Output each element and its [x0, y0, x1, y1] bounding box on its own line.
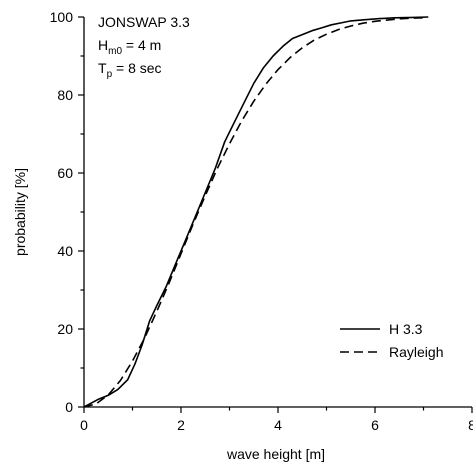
y-axis-label: probability [%] [12, 168, 28, 256]
x-tick-label: 6 [371, 417, 379, 433]
legend: H 3.3 Rayleigh [340, 321, 443, 360]
y-tick-label: 100 [50, 9, 74, 25]
series-line-rayleigh [83, 17, 424, 408]
annotation-hm0: Hm0 = 4 m [98, 37, 161, 57]
x-tick-label: 8 [468, 417, 473, 433]
x-tick-label: 2 [177, 417, 185, 433]
x-tick-label: 4 [274, 417, 282, 433]
y-tick-label: 40 [57, 243, 73, 259]
annotation-spectrum: JONSWAP 3.3 [98, 14, 190, 30]
legend-label-h33: H 3.3 [389, 321, 423, 337]
y-tick-label: 60 [57, 165, 73, 181]
x-axis-label: wave height [m] [226, 446, 325, 462]
chart-annotation: JONSWAP 3.3 Hm0 = 4 m Tp = 8 sec [98, 14, 190, 80]
annotation-tp: Tp = 8 sec [98, 60, 162, 80]
y-tick-label: 80 [57, 87, 73, 103]
y-tick-label: 20 [57, 321, 73, 337]
series-line-h33 [83, 16, 429, 408]
x-tick-label: 0 [80, 417, 88, 433]
y-tick-label: 0 [65, 399, 73, 415]
legend-label-rayleigh: Rayleigh [389, 344, 443, 360]
series-lines [83, 16, 429, 408]
